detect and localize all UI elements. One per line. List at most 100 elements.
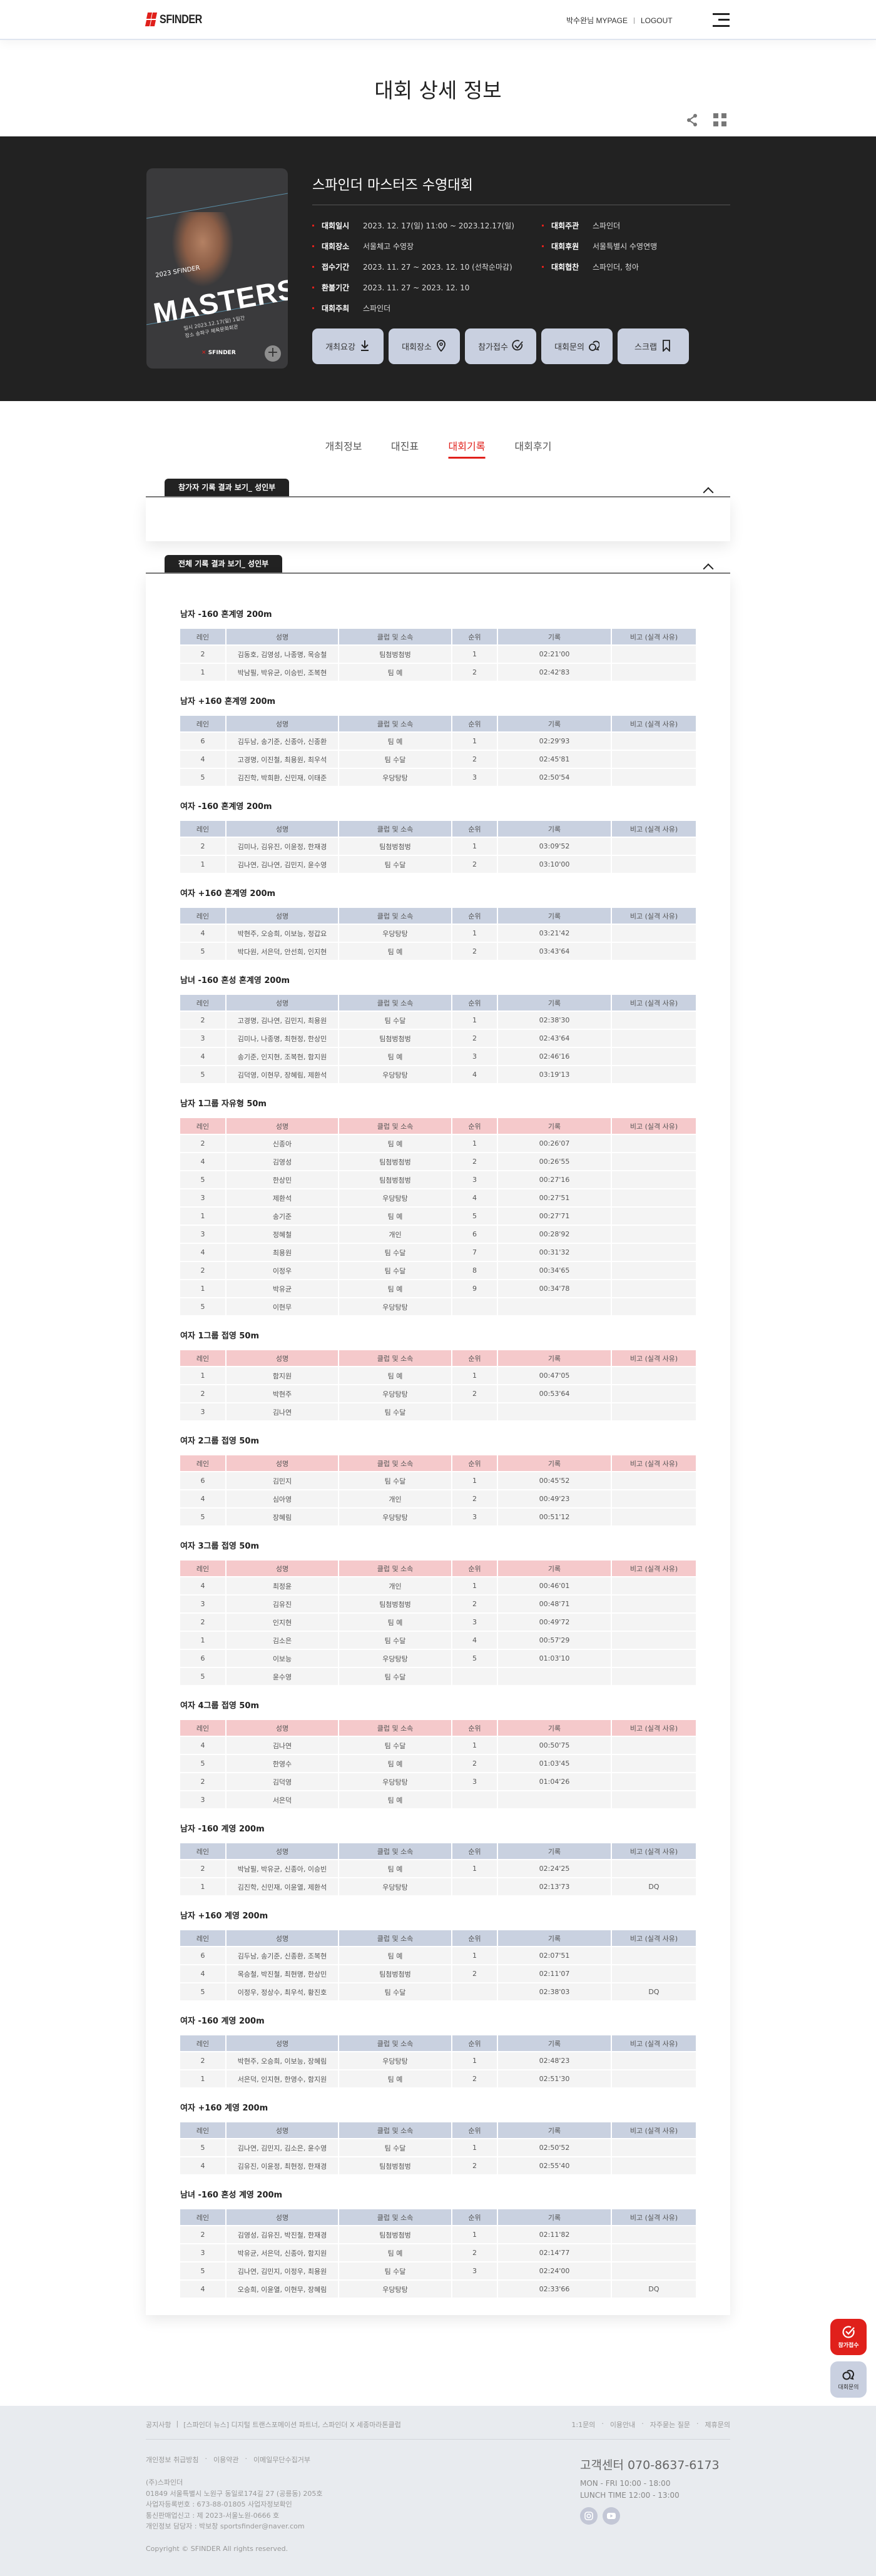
copyright: Copyright © SFINDER All rights reserved.	[146, 2545, 288, 2553]
name-cell: 제환석	[225, 1189, 339, 1208]
note-cell	[611, 1667, 696, 1686]
sfinder-logo[interactable]: SFINDER	[145, 13, 210, 28]
policy-link[interactable]: 이용약관	[213, 2456, 239, 2464]
results-table: 레인 성명 클럽 및 소속 순위 기록 비고 (실격 사유) 5 김나연, 김민지, 김소은,…	[180, 2122, 696, 2176]
club-cell: 팀 수달	[338, 1983, 452, 2002]
lane-cell: 1	[180, 855, 226, 874]
policy-link[interactable]: 개인정보 취급방침	[146, 2456, 199, 2464]
tab-item[interactable]: 개최정보	[325, 440, 362, 452]
footer-links: 1:1문의 · 이용안내 · 자주묻는 질문 · 제휴문의	[571, 2420, 730, 2430]
table-row: 4 박현주, 오승희, 이보능, 정갑요 우당탕탕 1 03:21'42	[180, 924, 696, 943]
column-header: 비고 (실격 사유)	[611, 1560, 696, 1577]
info-label: 대회후원	[551, 242, 579, 251]
poster-zoom-plus-icon[interactable]: +	[265, 345, 281, 362]
lane-cell: 1	[180, 2070, 226, 2089]
club-cell: 팀 예	[338, 1791, 452, 1810]
mypage-link[interactable]: 박수완님 MYPAGE	[566, 16, 628, 25]
table-header-row: 레인 성명 클럽 및 소속 순위 기록 비고 (실격 사유)	[180, 821, 696, 838]
column-header: 클럽 및 소속	[338, 1118, 452, 1135]
note-cell	[611, 1472, 696, 1490]
record-cell: 00:51'12	[497, 1508, 611, 1527]
record-cell: 03:19'13	[497, 1066, 611, 1084]
note-cell	[611, 1403, 696, 1422]
club-cell: 팀 예	[338, 732, 452, 751]
participant-results-tab[interactable]: 참가자 기록 결과 보기_ 성인부	[165, 479, 290, 496]
rank-cell: 2	[451, 2157, 497, 2176]
table-row: 4 송기준, 인지현, 조복현, 함지원 팀 예 3 02:46'16	[180, 1047, 696, 1066]
record-cell: 00:27'16	[497, 1171, 611, 1189]
club-cell: 우당탕탕	[338, 1508, 452, 1527]
youtube-icon[interactable]	[603, 2507, 620, 2525]
tab-item[interactable]: 대회후기	[514, 440, 552, 452]
event-heading: 남자 +160 혼계영 200m	[180, 697, 276, 706]
column-header: 기록	[497, 1118, 611, 1135]
lane-cell: 2	[180, 1860, 226, 1878]
lane-cell: 1	[180, 1280, 226, 1298]
record-cell: 00:49'72	[497, 1613, 611, 1632]
grid-menu-icon[interactable]	[713, 113, 727, 127]
company-line: 01849 서울특별시 노원구 동일로174길 27 (공릉동) 205호	[146, 2489, 323, 2498]
column-header: 클럽 및 소속	[338, 2122, 452, 2139]
customer-center: 고객센터 070-8637-6173 MON - FRI 10:00 - 18:…	[580, 2456, 720, 2502]
event-info-row: 접수기간 2023. 11. 27 ~ 2023. 12. 10 (선착순마감)	[312, 262, 512, 272]
notice-label[interactable]: 공지사항	[146, 2421, 171, 2429]
instagram-icon[interactable]	[580, 2507, 598, 2525]
tab-item[interactable]: 대진표	[390, 440, 419, 452]
note-cell	[611, 1947, 696, 1965]
rank-cell: 1	[451, 2226, 497, 2244]
club-cell: 팀 예	[338, 1947, 452, 1965]
divider	[146, 2439, 730, 2440]
event-results: 여자 4그룹 접영 50m 레인 성명 클럽 및 소속 순위 기록 비고 (실격 사유) 4 김…	[180, 1699, 696, 1810]
floating-apply-button[interactable]: 참가접수	[830, 2319, 867, 2355]
table-row: 4 김영성 팀첨벙첨벙 2 00:26'55	[180, 1153, 696, 1171]
notice-link[interactable]: [스파인더 뉴스] 디지털 트랜스포메이션 파트너, 스파인더 X 세종마라톤클…	[183, 2421, 401, 2429]
all-results-tab[interactable]: 전체 기록 결과 보기_ 성인부	[165, 555, 283, 573]
event-poster-image[interactable]: 2023 SFINDER MASTERS 일시 2023.12.17(일) 1일…	[146, 168, 288, 369]
tab-item[interactable]: 대회기록	[448, 438, 486, 459]
lane-cell: 4	[180, 1243, 226, 1262]
note-cell	[611, 1011, 696, 1030]
bullet-icon	[312, 287, 314, 288]
rank-cell	[451, 1791, 497, 1810]
event-action-button[interactable]: 대회장소	[389, 328, 460, 364]
event-action-button[interactable]: 개최요강	[312, 328, 384, 364]
logout-link[interactable]: LOGOUT	[640, 16, 673, 25]
club-cell: 팀첨벙첨벙	[338, 1029, 452, 1048]
event-action-button[interactable]: 대회문의	[541, 328, 613, 364]
rank-cell: 1	[451, 1472, 497, 1490]
column-header: 기록	[497, 1720, 611, 1737]
lane-cell: 2	[180, 1773, 226, 1791]
column-header: 성명	[225, 1720, 339, 1737]
share-icon[interactable]	[686, 113, 698, 127]
footer-link[interactable]: 제휴문의	[705, 2421, 730, 2429]
footer-link[interactable]: 1:1문의	[571, 2421, 596, 2429]
club-cell: 팀 예	[338, 1207, 452, 1226]
info-value: 2023. 11. 27 ~ 2023. 12. 10	[363, 283, 470, 292]
column-header: 레인	[180, 1930, 226, 1947]
rank-cell	[451, 1983, 497, 2002]
rank-cell	[451, 1667, 497, 1686]
menu-hamburger-icon[interactable]	[713, 13, 730, 27]
divider	[146, 573, 730, 574]
table-row: 1 김소은 팀 수달 4 00:57'29	[180, 1631, 696, 1650]
event-action-button[interactable]: 참가접수	[465, 328, 536, 364]
footer-link[interactable]: 자주묻는 질문	[649, 2421, 691, 2429]
table-row: 1 김진학, 신민재, 이윤열, 제환석 우당탕탕 02:13'73 DQ	[180, 1878, 696, 1896]
table-row: 6 김두남, 송기준, 신종환, 조복현 팀 예 1 02:07'51	[180, 1947, 696, 1965]
rank-cell: 7	[451, 1243, 497, 1262]
table-header-row: 레인 성명 클럽 및 소속 순위 기록 비고 (실격 사유)	[180, 1455, 696, 1472]
table-row: 4 목승철, 박진철, 최현명, 한상민 팀첨벙첨벙 2 02:11'07	[180, 1965, 696, 1983]
column-header: 순위	[451, 1720, 497, 1737]
column-header: 기록	[497, 2035, 611, 2052]
floating-inquiry-button[interactable]: 대회문의	[830, 2361, 867, 2398]
event-action-button[interactable]: 스크랩	[618, 328, 689, 364]
footer-link[interactable]: 이용안내	[609, 2421, 636, 2429]
rank-cell: 4	[451, 1066, 497, 1084]
column-header: 클럽 및 소속	[338, 2035, 452, 2052]
rank-cell: 5	[451, 1207, 497, 1226]
note-cell	[611, 837, 696, 856]
policy-link[interactable]: 이메일무단수집거부	[253, 2456, 311, 2464]
rank-cell: 4	[451, 1189, 497, 1208]
club-cell: 팀첨벙첨벙	[338, 1965, 452, 1983]
table-row: 3 김나연 팀 수달	[180, 1403, 696, 1422]
